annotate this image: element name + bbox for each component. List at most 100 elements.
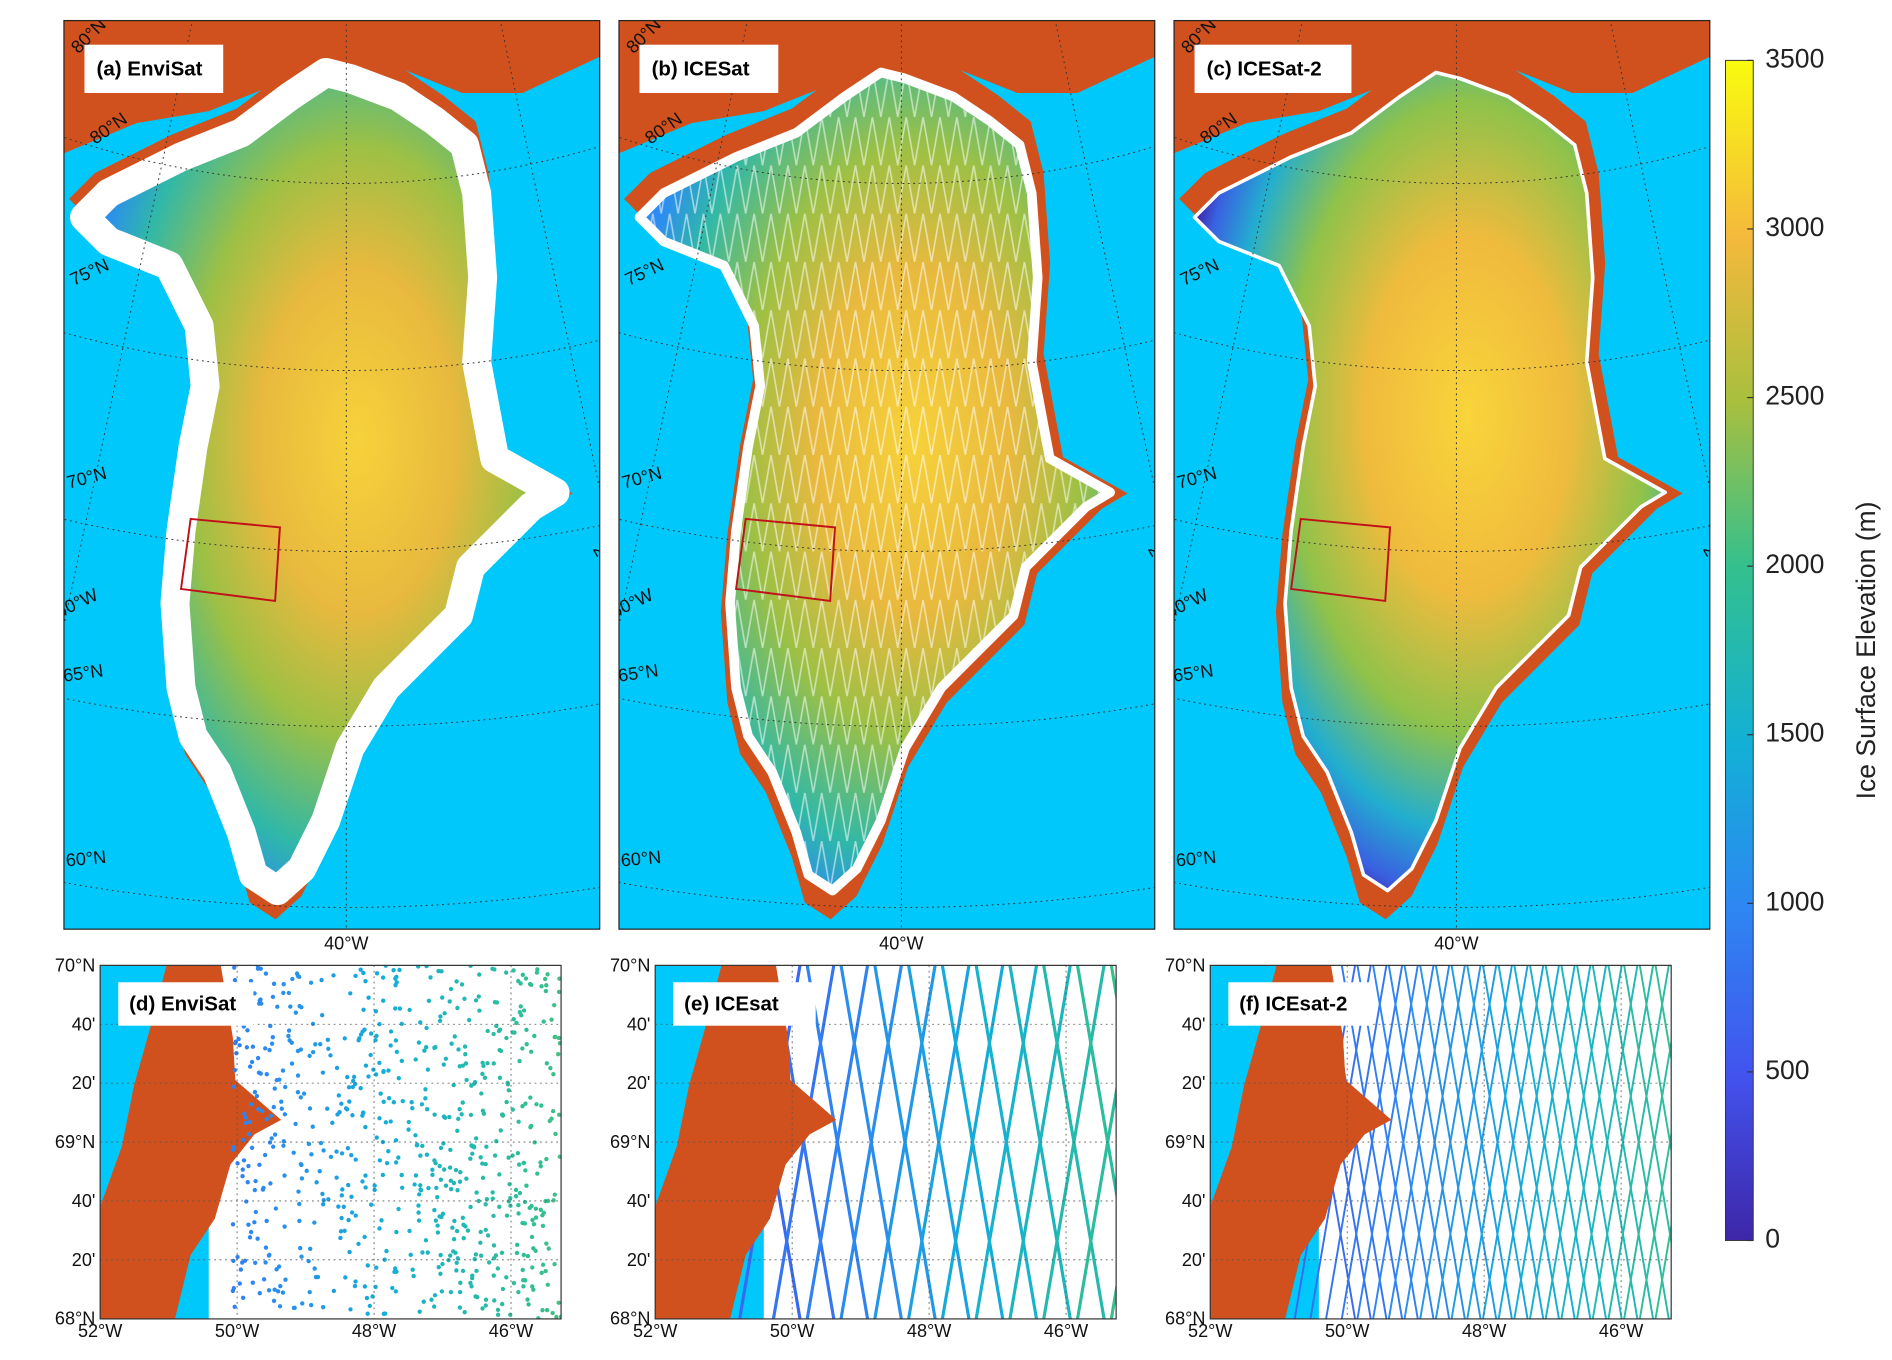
elevation-point: [539, 984, 544, 989]
elevation-point: [506, 1199, 511, 1204]
elevation-point: [460, 1268, 466, 1274]
elevation-point: [295, 1048, 301, 1054]
elevation-point: [523, 976, 529, 981]
elevation-point: [249, 1059, 255, 1065]
elevation-point: [336, 1093, 341, 1098]
elevation-point: [240, 1173, 245, 1179]
elevation-point: [349, 1194, 354, 1199]
elevation-point: [363, 1124, 368, 1130]
elevation-point: [483, 1161, 488, 1167]
elevation-point: [383, 1120, 389, 1125]
elevation-point: [267, 1047, 272, 1053]
elevation-point: [441, 1167, 447, 1172]
elevation-point: [339, 1193, 345, 1198]
elevation-point: [312, 1266, 317, 1271]
elevation-point: [264, 1116, 269, 1122]
elevation-point: [379, 1218, 384, 1223]
elevation-point: [290, 976, 295, 982]
colorbar-tick-label: 0: [1765, 1223, 1780, 1253]
elevation-point: [294, 971, 300, 976]
elevation-point: [468, 965, 473, 969]
lon-label: 46°W: [1599, 1321, 1643, 1341]
elevation-point: [529, 1123, 534, 1129]
elevation-point: [374, 1135, 379, 1140]
elevation-point: [423, 1087, 428, 1092]
elevation-point: [348, 991, 353, 996]
elevation-point: [274, 1267, 279, 1272]
elevation-point: [495, 1266, 501, 1271]
panel-label: (b) ICESat: [652, 57, 750, 80]
elevation-point: [455, 1187, 460, 1193]
elevation-point: [533, 1206, 539, 1211]
elevation-point: [235, 1254, 240, 1260]
elevation-point: [528, 1095, 533, 1100]
elevation-point: [377, 1226, 382, 1231]
elevation-point: [469, 1275, 475, 1281]
elevation-point: [362, 1234, 367, 1240]
elevation-point: [463, 1061, 469, 1066]
elevation-point: [496, 1028, 502, 1034]
elevation-point: [459, 1112, 464, 1117]
elevation-point: [486, 1260, 492, 1265]
elevation-point: [231, 1258, 236, 1264]
elevation-point: [497, 1075, 503, 1080]
colorbar-tick-label: 1500: [1765, 718, 1824, 748]
elevation-point: [491, 1273, 496, 1278]
elevation-point: [353, 1213, 358, 1218]
elevation-point: [295, 1073, 301, 1078]
elevation-point: [495, 1312, 501, 1317]
elevation-point: [320, 1070, 326, 1075]
elevation-point: [540, 1223, 546, 1229]
elevation-point: [249, 1145, 255, 1150]
elevation-point: [363, 1063, 369, 1068]
frame: [1173, 19, 1711, 930]
elevation-point: [456, 1047, 461, 1052]
elevation-point: [549, 1017, 554, 1022]
elevation-point: [524, 1027, 529, 1032]
elevation-point: [372, 1187, 377, 1193]
elevation-point: [557, 1041, 562, 1046]
elevation-point: [545, 1282, 550, 1287]
elevation-point: [410, 1267, 415, 1272]
elevation-point: [457, 1179, 463, 1184]
elevation-point: [279, 1106, 284, 1111]
elevation-point: [418, 1183, 423, 1188]
elevation-point: [230, 1222, 236, 1227]
elevation-point: [293, 1010, 299, 1015]
lat-label: 20': [72, 1250, 96, 1270]
elevation-point: [447, 999, 452, 1004]
elevation-point: [281, 1139, 286, 1144]
elevation-point: [328, 1154, 334, 1160]
elevation-point: [299, 1254, 304, 1259]
elevation-point: [451, 1082, 456, 1088]
elevation-point: [416, 1203, 421, 1208]
elevation-point: [431, 1304, 437, 1309]
elevation-point: [301, 1091, 307, 1096]
elevation-point: [434, 1185, 439, 1191]
elevation-point: [440, 995, 445, 1000]
elevation-point: [428, 975, 433, 980]
elevation-point: [538, 1207, 543, 1213]
elevation-point: [422, 1048, 427, 1053]
elevation-point: [397, 967, 402, 973]
elevation-point: [526, 1302, 531, 1307]
elevation-point: [480, 1108, 486, 1113]
elevation-point: [534, 1102, 539, 1107]
lat-label: 20': [1182, 1073, 1206, 1093]
elevation-point: [368, 1202, 374, 1207]
elevation-point: [437, 1018, 443, 1024]
elevation-point: [350, 1084, 355, 1090]
frame: [63, 19, 601, 930]
elevation-point: [474, 1268, 479, 1274]
elevation-point: [534, 970, 540, 975]
elevation-point: [524, 1041, 529, 1047]
elevation-point: [349, 1210, 355, 1215]
lat-label: 40': [72, 1191, 96, 1211]
elevation-point: [457, 1107, 462, 1112]
elevation-point: [443, 1056, 449, 1061]
elevation-point: [392, 1269, 397, 1275]
elevation-point: [478, 1253, 484, 1258]
elevation-point: [483, 1303, 488, 1308]
elevation-point: [456, 1116, 461, 1122]
colorbar-tick-label: 1000: [1765, 886, 1824, 916]
